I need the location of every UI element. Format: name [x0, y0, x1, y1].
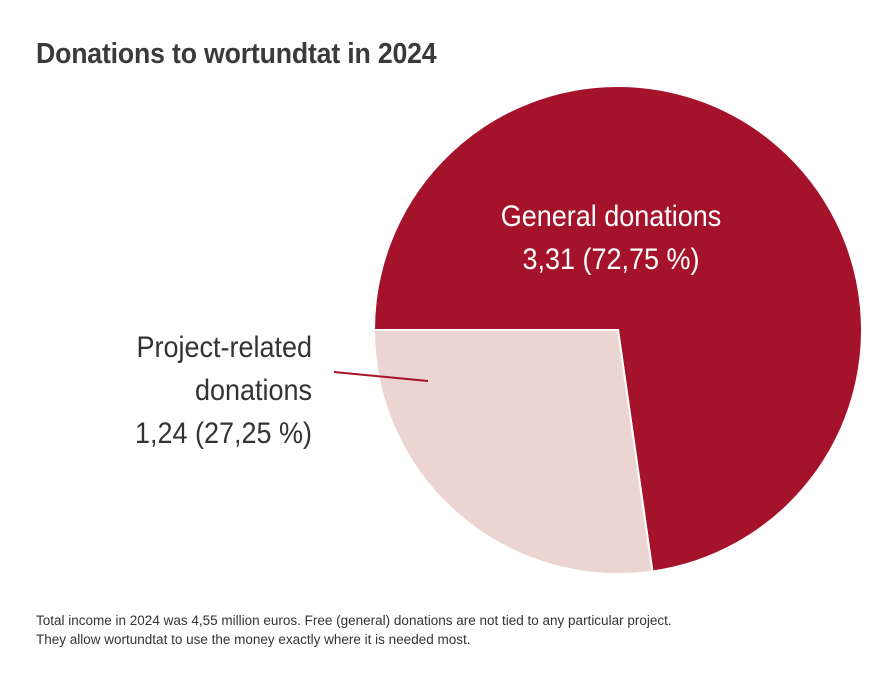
label-project-related-donations-line-2: donations: [195, 374, 312, 408]
label-project-related-donations: Project-related donations 1,24 (27,25 %): [135, 331, 312, 451]
label-project-related-donations-line-3: 1,24 (27,25 %): [135, 417, 312, 451]
leader-line: [333, 371, 429, 382]
label-project-related-donations-line-1: Project-related: [137, 331, 312, 365]
label-general-donations: General donations 3,31 (72,75 %): [501, 200, 721, 277]
slice-general-donations: [372, 85, 863, 573]
chart-title: Donations to wortundtat in 2024: [36, 38, 437, 70]
slice-project-related-donations: [372, 329, 654, 575]
label-general-donations-line-2: 3,31 (72,75 %): [523, 243, 700, 277]
footnote-line-1: Total income in 2024 was 4,55 million eu…: [36, 613, 672, 628]
label-general-donations-line-1: General donations: [501, 200, 721, 234]
footnote-line-2: They allow wortundtat to use the money e…: [36, 632, 471, 647]
pie-chart: General donations 3,31 (72,75 %) Project-r…: [135, 85, 863, 575]
footnote: Total income in 2024 was 4,55 million eu…: [36, 611, 672, 649]
